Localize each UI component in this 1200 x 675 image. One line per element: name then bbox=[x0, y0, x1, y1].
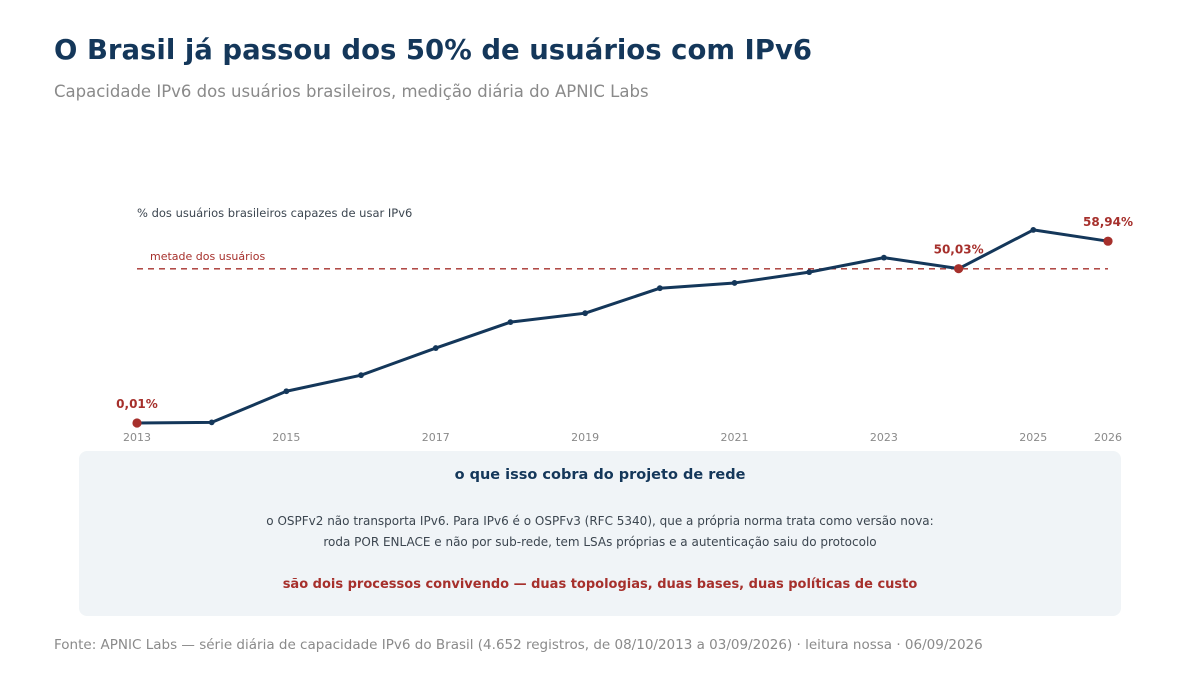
callout-box: o que isso cobra do projeto de rede o OS… bbox=[79, 451, 1121, 616]
callout-title: o que isso cobra do projeto de rede bbox=[454, 467, 746, 483]
x-tick-label: 2023 bbox=[870, 431, 898, 444]
x-tick-label: 2021 bbox=[721, 431, 749, 444]
data-point bbox=[881, 254, 887, 261]
x-tick-label: 2026 bbox=[1094, 431, 1122, 444]
source-note: Fonte: APNIC Labs — série diária de capa… bbox=[54, 637, 983, 653]
callout-body-line-1: o OSPFv2 não transporta IPv6. Para IPv6 … bbox=[266, 514, 934, 528]
data-point bbox=[1103, 236, 1113, 246]
data-label: 50,03% bbox=[934, 243, 984, 257]
data-point bbox=[954, 264, 964, 274]
callout-body-line-2: roda POR ENLACE e não por sub-rede, tem … bbox=[323, 535, 877, 549]
data-label: 58,94% bbox=[1083, 215, 1133, 229]
y-axis-label: % dos usuários brasileiros capazes de us… bbox=[137, 206, 412, 220]
data-label: 0,01% bbox=[116, 397, 158, 411]
data-point bbox=[806, 269, 813, 276]
data-point bbox=[507, 319, 514, 326]
ipv6-line-chart: % dos usuários brasileiros capazes de us… bbox=[116, 206, 1133, 444]
x-tick-label: 2019 bbox=[571, 431, 599, 444]
callout-body: o OSPFv2 não transporta IPv6. Para IPv6 … bbox=[79, 511, 1121, 553]
data-point bbox=[283, 388, 290, 395]
chart-title: O Brasil já passou dos 50% de usuários c… bbox=[54, 34, 813, 66]
data-point bbox=[1030, 226, 1037, 233]
x-tick-label: 2025 bbox=[1019, 431, 1047, 444]
series-line bbox=[136, 228, 1109, 425]
data-point bbox=[132, 418, 142, 428]
data-point bbox=[582, 310, 589, 317]
callout-highlight: são dois processos convivendo — duas top… bbox=[282, 577, 918, 592]
data-point bbox=[208, 419, 215, 426]
data-point bbox=[656, 285, 663, 292]
data-point bbox=[358, 372, 364, 379]
data-point bbox=[731, 280, 738, 286]
chart-subtitle: Capacidade IPv6 dos usuários brasileiros… bbox=[54, 82, 649, 101]
x-tick-label: 2017 bbox=[422, 431, 450, 444]
x-tick-label: 2013 bbox=[123, 431, 151, 444]
data-point bbox=[432, 345, 439, 351]
x-tick-label: 2015 bbox=[272, 431, 300, 444]
reference-line-label: metade dos usuários bbox=[150, 250, 265, 263]
